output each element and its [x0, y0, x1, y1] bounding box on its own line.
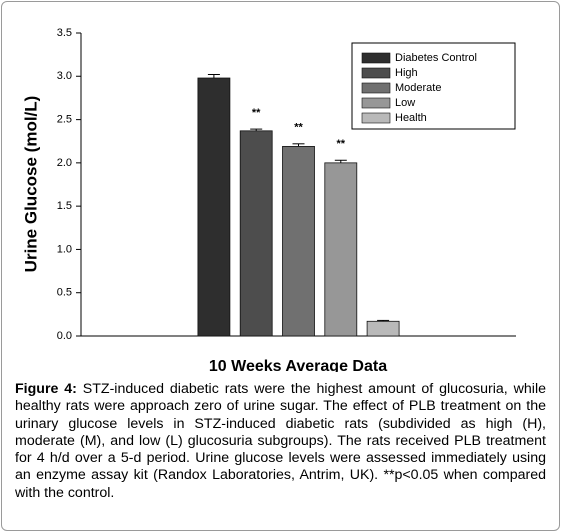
- legend-swatch: [361, 97, 391, 109]
- y-tick-label: 1.5: [57, 200, 72, 212]
- legend-label: Low: [395, 97, 415, 109]
- y-axis-label: Urine Glucose (mol/L): [21, 96, 40, 273]
- y-tick-label: 2.5: [57, 113, 72, 125]
- y-tick-label: 1.0: [57, 243, 72, 255]
- legend-label: Diabetes Control: [395, 52, 477, 64]
- legend-label: Moderate: [395, 82, 441, 94]
- bar: [324, 162, 358, 337]
- legend-swatch: [361, 112, 391, 124]
- legend-swatch: [361, 67, 391, 79]
- bar: [197, 77, 231, 337]
- y-tick-label: 0.5: [57, 287, 72, 299]
- legend-swatch: [361, 82, 391, 94]
- significance-label: **: [252, 107, 261, 119]
- caption-label: Figure 4:: [15, 381, 77, 397]
- y-tick-label: 2.0: [57, 157, 72, 169]
- bar: [366, 320, 400, 337]
- chart: Urine Glucose (mol/L) 10 Weeks Average D…: [21, 27, 516, 372]
- y-tick-label: 3.5: [57, 27, 72, 39]
- x-axis-label: 10 Weeks Average Data: [209, 358, 387, 372]
- y-tick-label: 3.0: [57, 70, 72, 82]
- significance-label: **: [337, 138, 346, 150]
- y-tick-label: 0.0: [57, 330, 72, 342]
- legend-label: High: [395, 67, 418, 79]
- caption: Figure 4: STZ-induced diabetic rats were…: [15, 381, 546, 502]
- significance-label: **: [294, 122, 303, 134]
- legend-swatch: [361, 52, 391, 64]
- legend-label: Health: [395, 112, 427, 124]
- caption-text: STZ-induced diabetic rats were the highe…: [15, 381, 546, 501]
- bar: [282, 146, 315, 337]
- bar: [239, 130, 273, 337]
